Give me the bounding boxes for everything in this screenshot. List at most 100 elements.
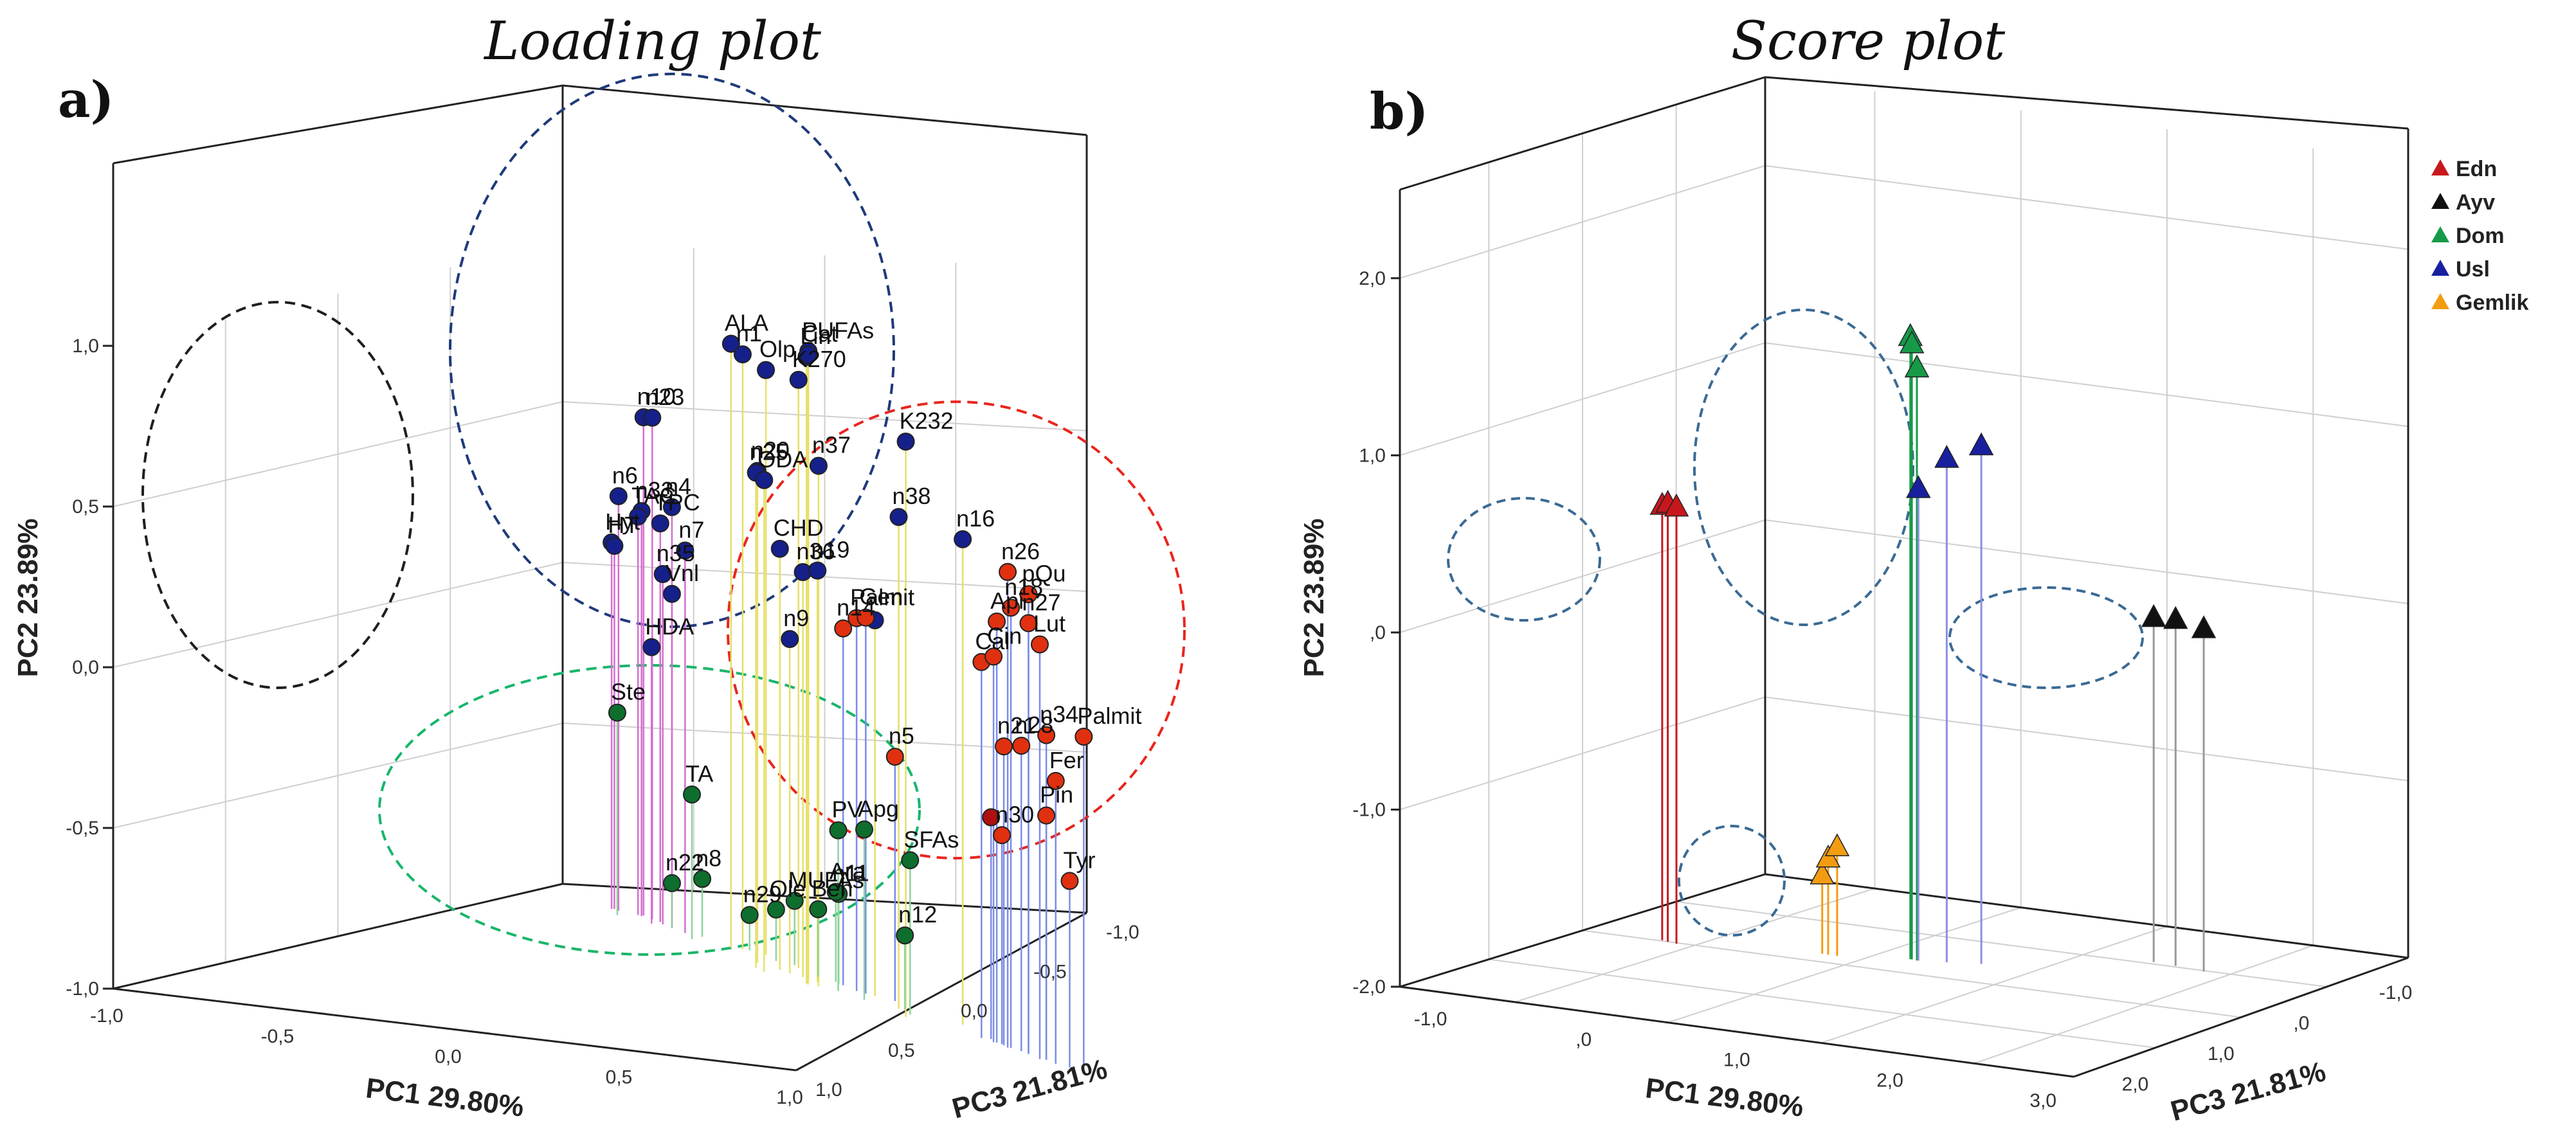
- data-point: [857, 608, 875, 627]
- point-label: n16: [956, 505, 995, 532]
- data-point: [809, 456, 828, 475]
- data-point: [608, 703, 626, 722]
- point-label: n10: [637, 383, 676, 409]
- point-label: n8: [696, 845, 721, 871]
- score-plot-drop-lines: [1661, 336, 2205, 972]
- loading-plot-zlabel: PC3 21.81%: [949, 1053, 1111, 1124]
- grid-line: [1676, 901, 2327, 988]
- point-label: Tyr: [1063, 847, 1095, 873]
- y-tick-label: 2,0: [1359, 268, 1386, 289]
- loading-plot-points: [603, 334, 1093, 945]
- data-point: [896, 432, 915, 451]
- point-label: Gen: [859, 584, 903, 610]
- point-label: MUFAs: [788, 867, 864, 893]
- point-label: Ste: [611, 679, 646, 705]
- point-label: n23: [646, 384, 684, 410]
- point-label: Fer: [1049, 747, 1084, 773]
- score-plot-ticks: -2,0 -1,0 ,0 1,0 2,0 -1,0 ,0 1,0 2,0 3,0 2,0 1,0 ,0 -…: [1352, 268, 2412, 1111]
- score-plot-ylabel: PC2 23.89%: [1298, 518, 1330, 677]
- data-point: [766, 900, 785, 919]
- legend-label: Ayv: [2456, 190, 2495, 215]
- grid-line: [1399, 165, 2409, 279]
- data-point-triangle: [1934, 445, 1959, 468]
- y-tick-label: 0,0: [72, 657, 99, 678]
- data-point: [855, 820, 874, 839]
- data-point-triangle: [1810, 861, 1835, 885]
- point-label: Ara: [830, 858, 866, 884]
- point-label: Beh: [812, 875, 853, 901]
- data-point: [1002, 598, 1020, 617]
- data-point: [785, 892, 804, 910]
- point-label: Pin: [1040, 782, 1073, 808]
- data-point: [653, 565, 672, 584]
- group-ellipse: [1693, 309, 1914, 626]
- y-tick-label: 1,0: [1359, 445, 1386, 466]
- score-plot-legend: Edn Ayv Dom Usl Gemlik: [2431, 157, 2528, 315]
- data-point: [999, 562, 1017, 581]
- point-label: n18: [1004, 573, 1043, 600]
- x-tick-label: 2,0: [1876, 1070, 1903, 1091]
- point-label: Palmit: [850, 584, 914, 611]
- x-tick-label: 1,0: [776, 1087, 803, 1108]
- point-label: n38: [893, 483, 931, 509]
- x-tick-label: 0,5: [606, 1066, 633, 1088]
- data-point: [605, 537, 624, 555]
- grid-line: [1399, 342, 2409, 456]
- data-point: [789, 370, 808, 389]
- data-point-triangle: [1664, 493, 1689, 517]
- legend-marker: [2431, 226, 2449, 242]
- legend-marker: [2431, 159, 2449, 175]
- point-label: n22: [666, 849, 704, 876]
- score-plot-zlabel: PC3 21.81%: [2168, 1056, 2329, 1127]
- point-label: n4: [666, 473, 691, 499]
- loading-plot-ylabel: PC2 23.89%: [12, 518, 44, 677]
- legend-label: Gemlik: [2456, 291, 2528, 315]
- data-point: [643, 408, 662, 427]
- data-point-triangle: [2191, 615, 2217, 638]
- y-tick-label: -1,0: [1352, 799, 1386, 820]
- x-tick-label: 3,0: [2029, 1090, 2056, 1111]
- point-label: K270: [792, 346, 846, 372]
- z-tick-label: -1,0: [2379, 982, 2413, 1003]
- score-plot-ellipses: [1447, 309, 2144, 937]
- data-point: [1060, 872, 1079, 890]
- data-point: [1019, 585, 1038, 604]
- data-point: [770, 539, 789, 558]
- point-label: Cin: [987, 622, 1022, 649]
- group-ellipse: [727, 400, 1186, 859]
- data-point: [809, 900, 828, 919]
- point-label: n9: [783, 605, 809, 631]
- group-ellipse: [1678, 825, 1786, 937]
- point-label: HT: [608, 512, 639, 538]
- data-point: [721, 334, 740, 353]
- data-point-triangle: [1968, 432, 1994, 456]
- point-label: n20: [751, 437, 790, 463]
- point-label: Ole: [770, 876, 806, 902]
- point-label: Lut: [1033, 611, 1066, 637]
- group-ellipse: [378, 664, 921, 956]
- point-label: HDA: [645, 613, 694, 640]
- data-point: [740, 906, 759, 924]
- data-point: [662, 874, 681, 892]
- data-point: [609, 487, 628, 505]
- point-label: n19: [811, 537, 849, 563]
- point-label: n29: [743, 881, 782, 907]
- y-tick-label: 0,5: [72, 496, 99, 517]
- point-label: Palmit: [1077, 703, 1141, 729]
- grid-line: [1399, 696, 2409, 811]
- point-label: Lin: [800, 323, 831, 349]
- legend-marker: [2431, 293, 2449, 309]
- grid-line: [1489, 958, 2155, 1048]
- z-tick-label: -1,0: [1106, 922, 1139, 943]
- panel-b-label: b): [1370, 82, 1428, 141]
- data-point: [799, 345, 817, 364]
- point-label: n12: [898, 901, 937, 928]
- legend-marker: [2431, 260, 2449, 276]
- point-label: n5: [889, 723, 914, 749]
- data-point: [676, 541, 694, 560]
- legend-label: Dom: [2456, 224, 2505, 248]
- point-label: n21: [997, 712, 1036, 739]
- score-plot-xlabel: PC1 29.80%: [1644, 1072, 1805, 1123]
- point-label: TPC: [654, 489, 700, 516]
